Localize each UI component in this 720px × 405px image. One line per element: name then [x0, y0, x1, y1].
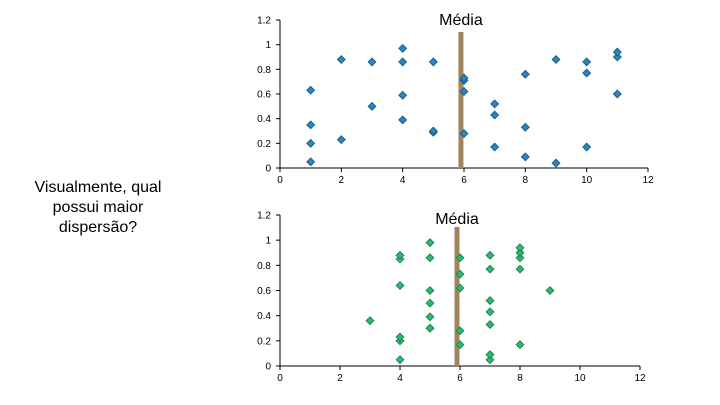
data-point: [582, 57, 592, 67]
x-tick-label: 10: [574, 373, 586, 384]
data-point: [395, 332, 405, 342]
data-point: [485, 250, 495, 260]
y-tick-label: 0: [265, 164, 271, 175]
data-point: [551, 158, 561, 168]
data-point: [485, 355, 495, 365]
data-point: [398, 90, 408, 100]
question-text: Visualmente, qual possui maior dispersão…: [34, 179, 162, 236]
y-tick-label: 0.2: [257, 336, 271, 347]
data-point: [612, 89, 622, 99]
data-point: [398, 43, 408, 53]
data-point: [336, 54, 346, 64]
y-tick-label: 0.6: [257, 90, 271, 101]
data-point: [367, 101, 377, 111]
data-point: [425, 285, 435, 296]
data-point: [336, 135, 346, 145]
y-tick-label: 0.8: [257, 261, 271, 272]
y-tick-label: 0.4: [257, 114, 271, 125]
data-point: [395, 280, 405, 290]
x-tick-label: 2: [337, 373, 343, 384]
data-point: [520, 122, 530, 132]
data-point: [367, 57, 377, 67]
x-tick-label: 10: [581, 175, 593, 186]
data-point: [395, 355, 405, 365]
data-point: [425, 323, 435, 333]
chart-1: 0 0.2 0.4 0.6 0.8 1 1.2 0 2 4 6 8 10 12 Média: [257, 12, 654, 186]
data-point: [398, 115, 408, 125]
y-tick-label: 1.2: [257, 211, 271, 222]
data-point: [306, 85, 316, 95]
x-tick-label: 4: [397, 373, 403, 384]
y-tick-label: 0.8: [257, 65, 271, 76]
y-tick-label: 1: [265, 40, 271, 51]
y-tick-label: 1.2: [257, 16, 271, 27]
data-point: [490, 142, 500, 152]
data-point: [551, 54, 561, 64]
y-tick-label: 0.4: [257, 311, 271, 322]
data-point: [306, 120, 316, 130]
data-point: [485, 264, 495, 274]
data-point: [515, 253, 525, 263]
data-point: [545, 285, 555, 296]
x-tick-label: 0: [277, 373, 283, 384]
data-point: [398, 57, 408, 67]
data-point: [485, 350, 495, 360]
data-point: [425, 238, 435, 248]
data-point: [425, 253, 435, 263]
data-point: [425, 298, 435, 308]
data-point: [455, 283, 465, 293]
data-point: [455, 340, 465, 350]
x-tick-label: 6: [461, 175, 467, 186]
data-point: [459, 128, 469, 138]
data-point: [582, 142, 592, 152]
data-point: [395, 250, 405, 260]
x-tick-label: 12: [642, 175, 654, 186]
y-tick-label: 1: [265, 236, 271, 247]
x-tick-label: 12: [634, 373, 646, 384]
data-point: [459, 87, 469, 97]
x-tick-label: 8: [523, 175, 529, 186]
data-point: [306, 157, 316, 167]
data-point: [365, 316, 375, 326]
data-point: [425, 312, 435, 322]
data-point: [455, 253, 465, 263]
y-tick-label: 0.2: [257, 139, 271, 150]
y-tick-label: 0: [265, 362, 271, 373]
data-point: [515, 264, 525, 274]
data-point: [520, 69, 530, 79]
data-point: [612, 47, 622, 57]
y-tick-label: 0.6: [257, 286, 271, 297]
x-tick-label: 0: [277, 175, 283, 186]
data-point: [485, 319, 495, 329]
data-point: [582, 68, 592, 78]
data-point: [490, 99, 500, 109]
data-point: [455, 326, 465, 336]
data-point: [520, 152, 530, 162]
data-point: [428, 57, 438, 67]
x-tick-label: 2: [339, 175, 345, 186]
mean-label: Média: [439, 12, 483, 29]
data-point: [459, 73, 469, 83]
data-point: [515, 243, 525, 253]
data-point: [485, 296, 495, 306]
data-point: [515, 340, 525, 350]
data-point: [515, 248, 525, 258]
data-point: [428, 126, 438, 136]
data-point: [490, 110, 500, 120]
data-point: [485, 307, 495, 317]
x-tick-label: 4: [400, 175, 406, 186]
x-tick-label: 6: [457, 373, 463, 384]
mean-label: Média: [435, 211, 479, 228]
x-tick-label: 8: [517, 373, 523, 384]
data-point: [455, 269, 465, 279]
chart-2: 0 0.2 0.4 0.6 0.8 1 1.2 0 2 4 6 8 10 12 Média: [257, 211, 646, 385]
data-point: [612, 52, 622, 62]
data-point: [306, 138, 316, 148]
